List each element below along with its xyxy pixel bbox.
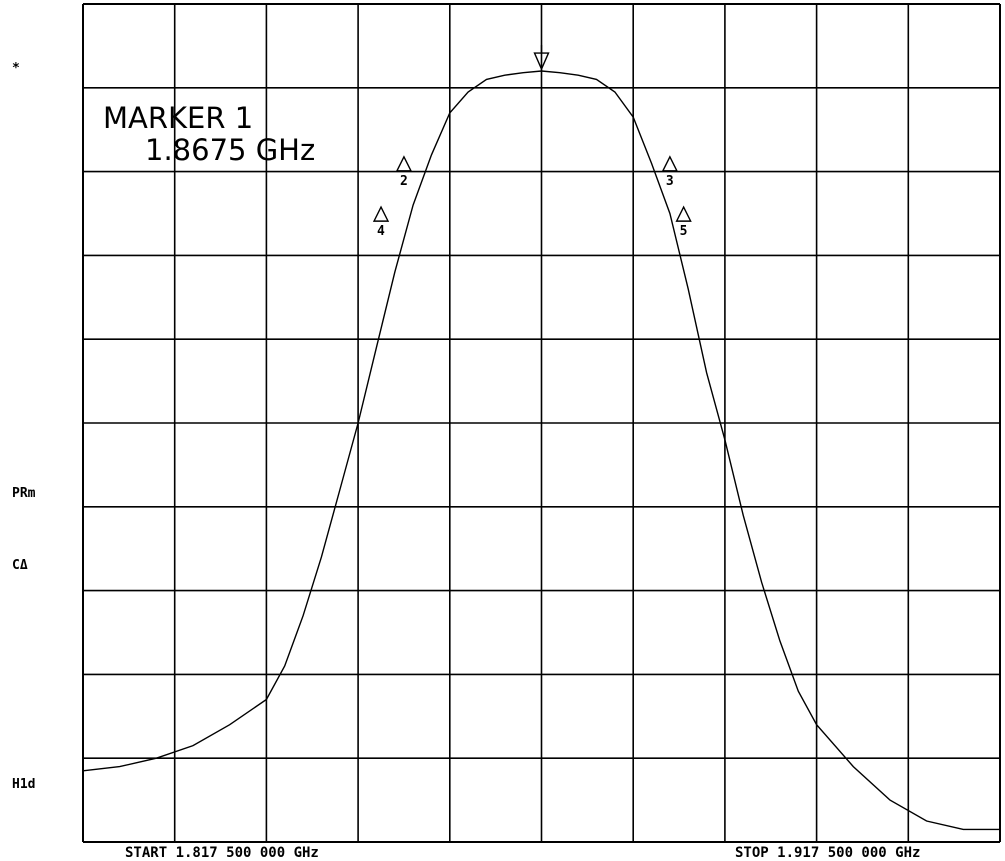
marker-4: 4 [372, 205, 390, 239]
marker-triangle-up [661, 155, 679, 172]
hld-label: H1d [12, 777, 35, 792]
grid [82, 3, 1001, 843]
marker-number: 3 [666, 174, 674, 189]
marker-5: 5 [675, 205, 692, 239]
marker-number: 5 [680, 224, 688, 239]
start-frequency-label: START 1.817 500 000 GHz [125, 845, 319, 861]
stop-frequency-label: STOP 1.917 500 000 GHz [735, 845, 920, 861]
marker-2: 2 [395, 155, 413, 189]
marker-triangle-up [675, 205, 692, 222]
ca-label: CΔ [12, 558, 28, 573]
marker-layer: 2 3 4 5 [372, 45, 692, 239]
marker-triangle-up [372, 205, 390, 222]
marker-number: 4 [377, 224, 385, 239]
marker-readout-line2: 1.8675 GHz [145, 133, 315, 167]
trace-line [82, 70, 1000, 831]
marker-readout-line1: MARKER 1 [103, 101, 253, 135]
marker-triangle-up [395, 155, 413, 172]
star-label: * [12, 61, 20, 76]
prm-label: PRm [12, 486, 36, 501]
marker-number: 2 [400, 174, 408, 189]
marker-1 [533, 45, 550, 71]
marker-3: 3 [661, 155, 679, 189]
trace-layer [82, 70, 1000, 831]
